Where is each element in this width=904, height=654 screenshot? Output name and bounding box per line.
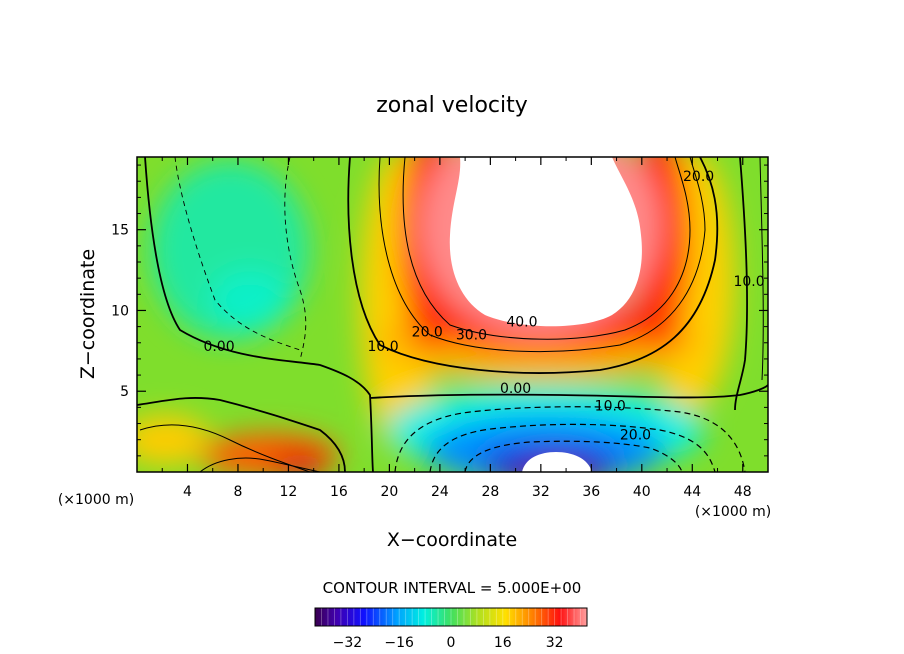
contour-label: 10.0 [368, 339, 399, 355]
contour-label: 10.0 [595, 399, 626, 415]
contour-label: 10.0 [733, 274, 764, 290]
masked-regions [449, 157, 642, 472]
contour-line [759, 157, 764, 381]
y-axis-label: Z−coordinate [77, 249, 99, 379]
colorbar-ticks: −32 −16 0 16 32 [333, 635, 564, 651]
y-axis-ticks: 5 10 15 [111, 164, 768, 457]
plot-frame [136, 156, 769, 473]
x-tick-label: 32 [532, 484, 550, 500]
contour-lines [137, 157, 768, 472]
x-tick-label: 48 [734, 484, 752, 500]
x-tick-label: 8 [233, 484, 242, 500]
x-unit-left: (×1000 m) [58, 492, 134, 508]
contour-label: 0.00 [500, 381, 531, 397]
colorbar-tick-label: −32 [333, 635, 363, 651]
x-tick-label: 24 [431, 484, 449, 500]
field-blob [137, 415, 210, 465]
x-tick-label: 40 [633, 484, 651, 500]
x-tick-label: 4 [183, 484, 192, 500]
field-blob [210, 270, 290, 330]
x-unit-right: (×1000 m) [695, 504, 771, 520]
colorbar-stripes [321, 608, 581, 626]
colorbar-frame [314, 607, 588, 627]
contour-line [734, 157, 748, 411]
contour-label: 20.0 [412, 324, 443, 340]
x-tick-label: 36 [582, 484, 600, 500]
x-tick-label: 20 [380, 484, 398, 500]
masked-region-bottom [522, 452, 592, 472]
x-tick-label: 16 [330, 484, 348, 500]
colorbar-gradient [315, 608, 587, 626]
y-tick-label: 15 [111, 223, 129, 239]
contour-labels: 40.0 30.0 20.0 10.0 0.00 0.00 10.0 20.0 20.0 10.0 [203, 169, 764, 443]
plot-area: 40.0 30.0 20.0 10.0 0.00 0.00 10.0 20.0 20.0 10.0 [137, 157, 768, 472]
contour-line [402, 157, 691, 340]
x-tick-label: 28 [481, 484, 499, 500]
colorbar-tick-label: −16 [384, 635, 414, 651]
x-axis-label: X−coordinate [387, 529, 517, 551]
colorbar-tick-label: 0 [447, 635, 456, 651]
colorbar: −32 −16 0 16 32 [314, 607, 588, 651]
contour-label: 30.0 [456, 328, 487, 344]
x-tick-label: 12 [280, 484, 298, 500]
y-tick-label: 5 [120, 384, 129, 400]
chart-title: zonal velocity [376, 93, 528, 118]
colorbar-tick-label: 16 [494, 635, 512, 651]
contour-line [369, 384, 768, 399]
contour-label: 20.0 [620, 428, 651, 444]
contour-line [144, 157, 374, 472]
contour-label: 20.0 [683, 169, 714, 185]
contour-line [347, 157, 719, 374]
contour-line [284, 157, 307, 361]
contour-line [429, 423, 716, 472]
contour-line [137, 397, 346, 472]
contour-line [464, 440, 683, 472]
field-blob [270, 453, 330, 472]
contour-line [394, 406, 746, 472]
contour-interval-note: CONTOUR INTERVAL = 5.000E+00 [323, 579, 582, 597]
colorbar-tick-label: 32 [546, 635, 564, 651]
x-axis-ticks: 4 8 12 16 20 24 28 32 36 40 44 48 [161, 157, 752, 500]
contour-line [174, 157, 301, 351]
x-tick-label: 44 [683, 484, 701, 500]
contour-label: 40.0 [506, 315, 537, 331]
masked-region-top [449, 157, 642, 327]
contour-line [378, 157, 706, 353]
contour-label: 0.00 [203, 339, 234, 355]
y-tick-label: 10 [111, 303, 129, 319]
contour-line [199, 457, 321, 472]
